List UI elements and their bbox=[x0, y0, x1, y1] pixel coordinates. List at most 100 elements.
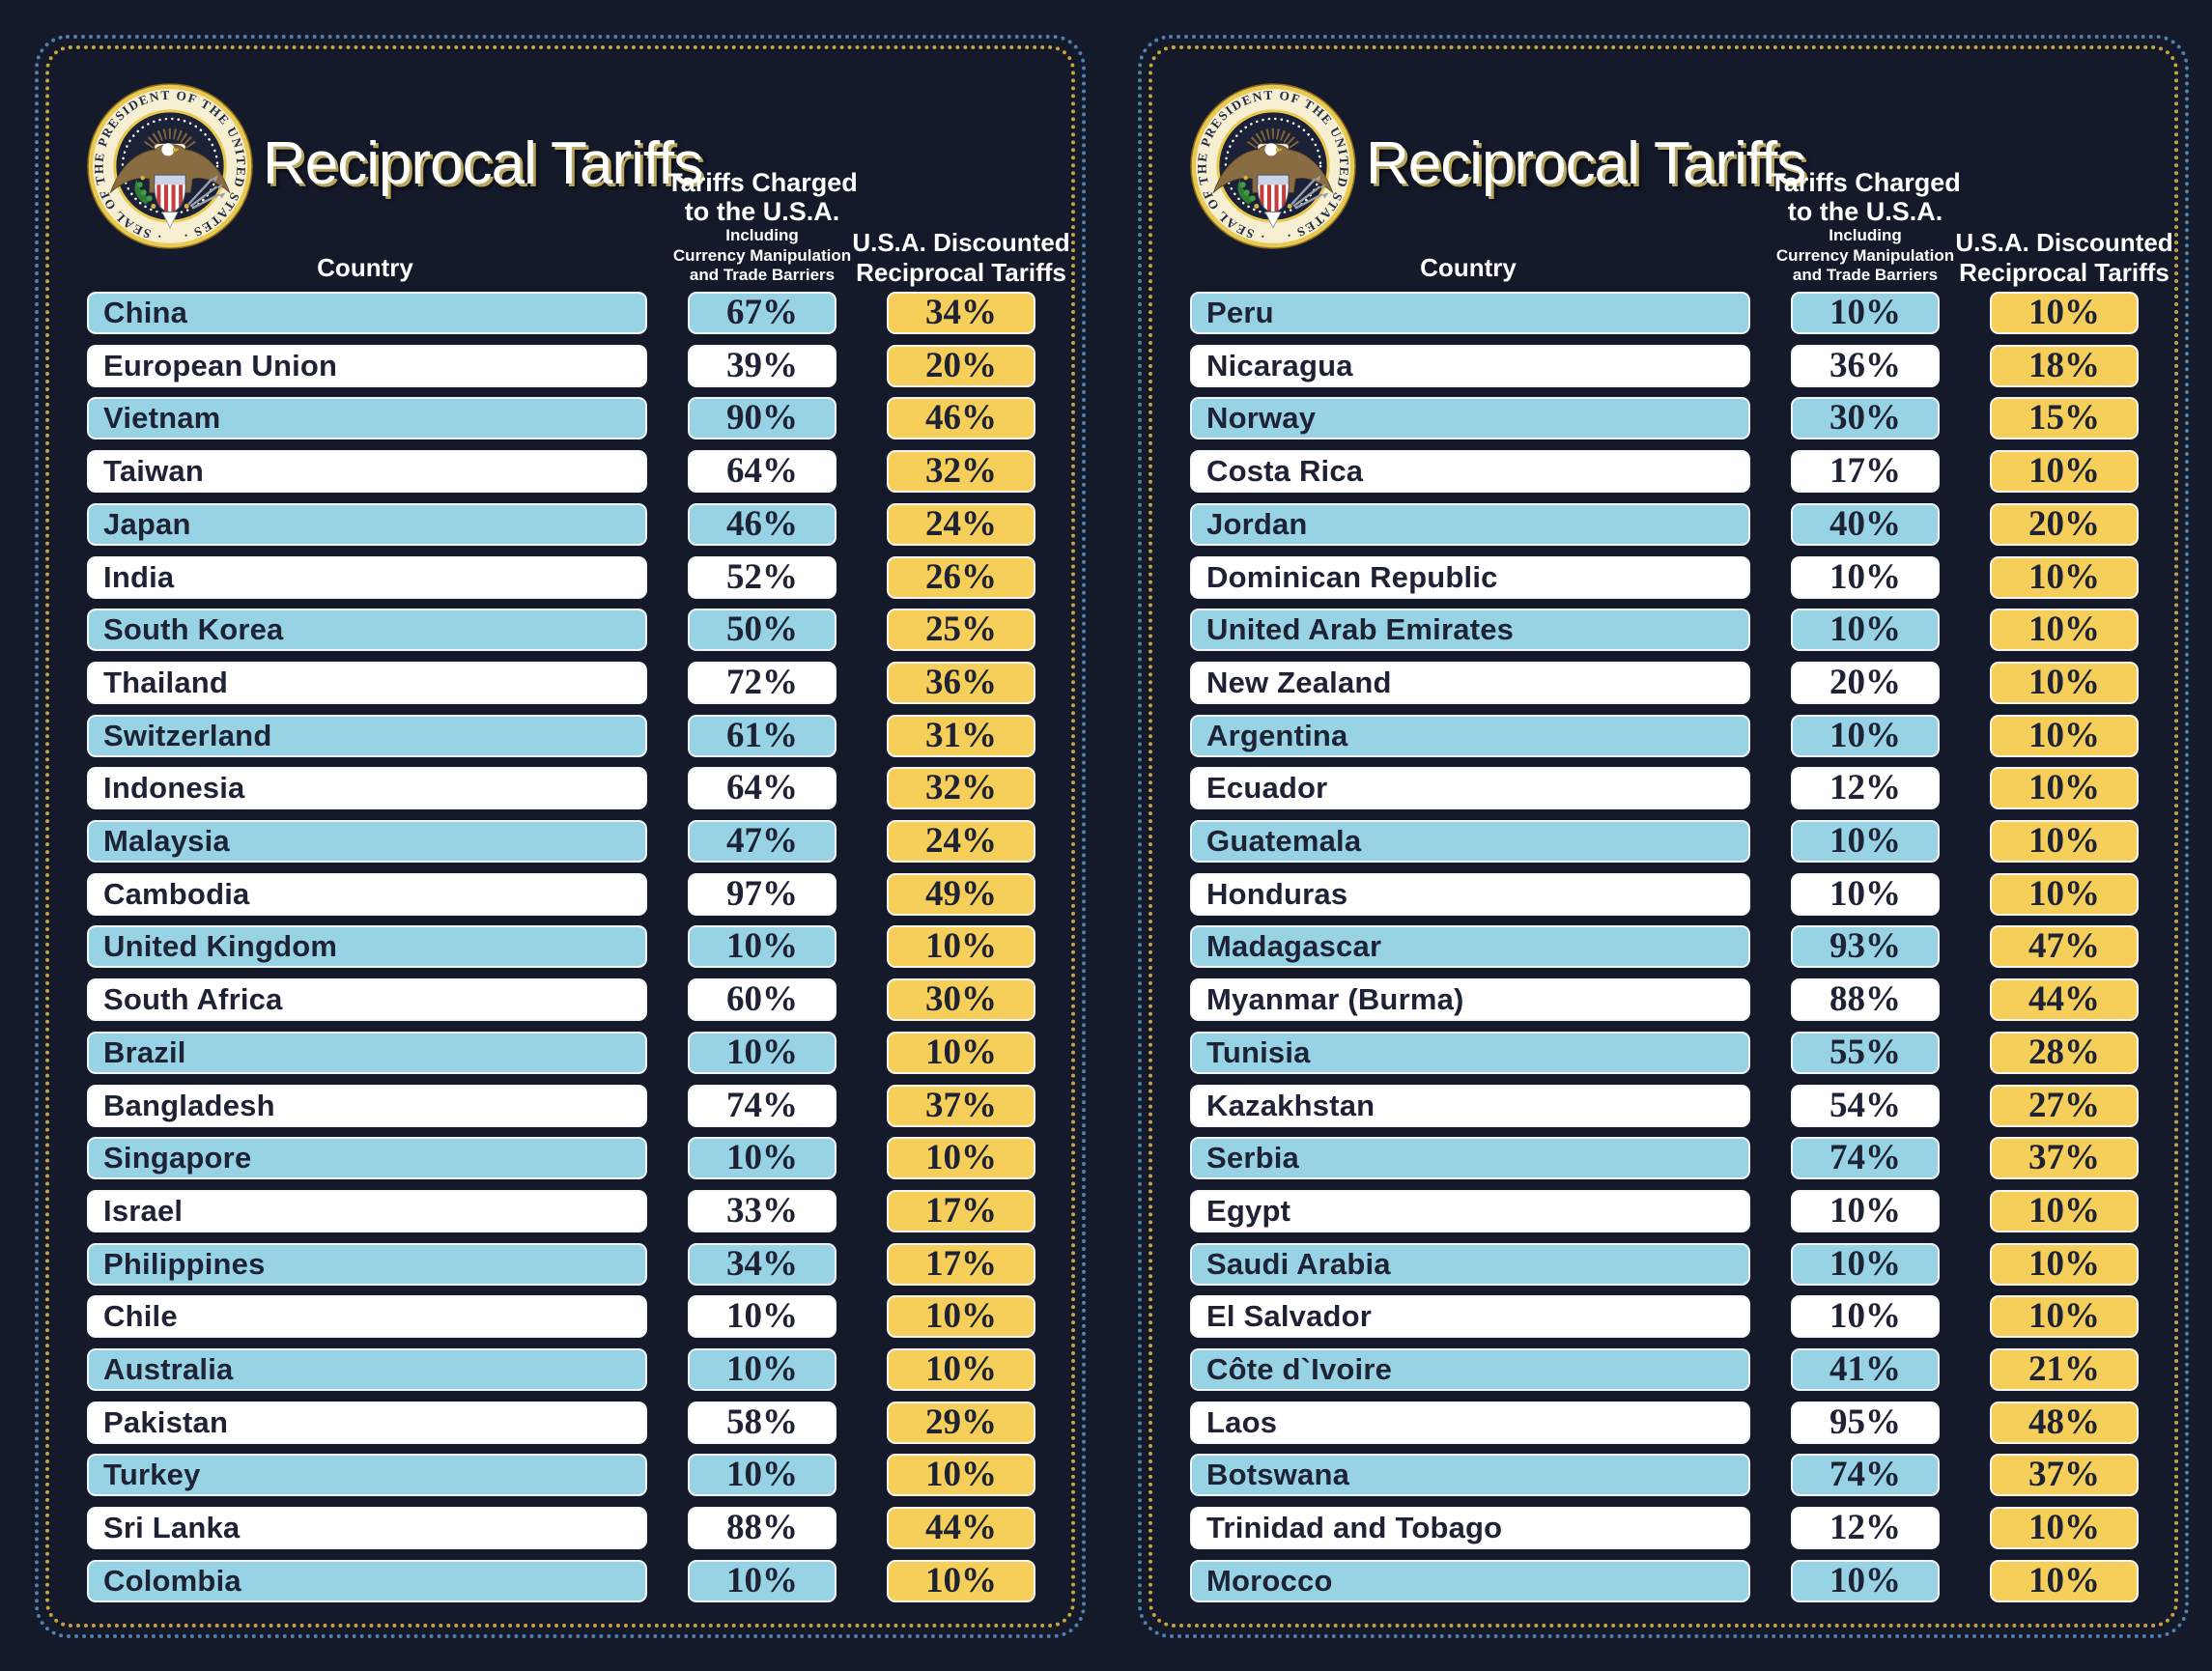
rows: Peru 10% 10% Nicaragua 36% 18% Norway 30… bbox=[1190, 292, 2139, 1602]
tariff-charged-cell: 52% bbox=[688, 555, 837, 599]
tariff-charged-cell: 74% bbox=[1791, 1454, 1940, 1497]
tariff-charged-cell: 10% bbox=[1791, 1189, 1940, 1232]
charged-header-line1: Tariffs Charged bbox=[666, 168, 858, 197]
tariff-charged-cell: 93% bbox=[1791, 925, 1940, 969]
country-cell: New Zealand bbox=[1190, 661, 1750, 704]
table-row: El Salvador 10% 10% bbox=[1190, 1295, 2139, 1339]
country-cell: Myanmar (Burma) bbox=[1190, 978, 1750, 1022]
country-cell: India bbox=[87, 555, 647, 599]
discounted-tariff-cell: 10% bbox=[887, 1031, 1035, 1074]
table-row: Costa Rica 17% 10% bbox=[1190, 450, 2139, 494]
discounted-tariff-cell: 44% bbox=[1990, 978, 2139, 1022]
country-cell: Pakistan bbox=[87, 1401, 647, 1444]
country-cell: El Salvador bbox=[1190, 1295, 1750, 1339]
discounted-tariff-cell: 10% bbox=[1990, 661, 2139, 704]
charged-header-note1: Including bbox=[725, 226, 799, 245]
country-cell: Kazakhstan bbox=[1190, 1084, 1750, 1127]
country-cell: Honduras bbox=[1190, 872, 1750, 916]
country-cell: Norway bbox=[1190, 397, 1750, 440]
gold-dotted-border bbox=[1149, 45, 2178, 1628]
tariff-charged-cell: 88% bbox=[688, 1507, 837, 1550]
country-cell: Indonesia bbox=[87, 767, 647, 810]
discounted-header-line2: Reciprocal Tariffs bbox=[856, 257, 1066, 287]
tariff-charged-cell: 58% bbox=[688, 1401, 837, 1444]
discounted-tariff-cell: 46% bbox=[887, 397, 1035, 440]
country-cell: Jordan bbox=[1190, 502, 1750, 546]
column-header-tariffs-charged: Tariffs Charged to the U.S.A. Including … bbox=[1736, 168, 1995, 285]
discounted-tariff-cell: 37% bbox=[1990, 1137, 2139, 1180]
table-row: Kazakhstan 54% 27% bbox=[1190, 1084, 2139, 1127]
discounted-tariff-cell: 10% bbox=[1990, 555, 2139, 599]
country-cell: Australia bbox=[87, 1348, 647, 1392]
table-row: Brazil 10% 10% bbox=[87, 1031, 1035, 1074]
tariff-charged-cell: 55% bbox=[1791, 1031, 1940, 1074]
country-cell: Vietnam bbox=[87, 397, 647, 440]
discounted-tariff-cell: 28% bbox=[1990, 1031, 2139, 1074]
country-cell: Nicaragua bbox=[1190, 344, 1750, 387]
discounted-tariff-cell: 48% bbox=[1990, 1401, 2139, 1444]
discounted-tariff-cell: 27% bbox=[1990, 1084, 2139, 1127]
tariff-charged-cell: 39% bbox=[688, 344, 837, 387]
tariff-charged-cell: 10% bbox=[1791, 609, 1940, 652]
tariff-charged-cell: 64% bbox=[688, 767, 837, 810]
tariff-charged-cell: 12% bbox=[1791, 1507, 1940, 1550]
country-cell: Malaysia bbox=[87, 820, 647, 864]
table-row: Egypt 10% 10% bbox=[1190, 1189, 2139, 1232]
table-row: Dominican Republic 10% 10% bbox=[1190, 555, 2139, 599]
tariff-charged-cell: 10% bbox=[1791, 820, 1940, 864]
country-cell: Japan bbox=[87, 502, 647, 546]
tariff-charged-cell: 64% bbox=[688, 450, 837, 494]
discounted-tariff-cell: 10% bbox=[1990, 820, 2139, 864]
discounted-tariff-cell: 44% bbox=[887, 1507, 1035, 1550]
discounted-tariff-cell: 10% bbox=[1990, 292, 2139, 334]
table-row: Honduras 10% 10% bbox=[1190, 872, 2139, 916]
presidential-seal-icon: · SEAL OF THE PRESIDENT OF THE UNITED ST… bbox=[1190, 83, 1356, 249]
country-cell: China bbox=[87, 292, 647, 334]
country-cell: Bangladesh bbox=[87, 1084, 647, 1127]
country-cell: South Africa bbox=[87, 978, 647, 1022]
table-row: Guatemala 10% 10% bbox=[1190, 820, 2139, 864]
discounted-tariff-cell: 10% bbox=[887, 1295, 1035, 1339]
table-row: Philippines 34% 17% bbox=[87, 1242, 1035, 1286]
discounted-tariff-cell: 32% bbox=[887, 767, 1035, 810]
tariff-charged-cell: 36% bbox=[1791, 344, 1940, 387]
country-cell: Switzerland bbox=[87, 714, 647, 757]
discounted-tariff-cell: 10% bbox=[1990, 1295, 2139, 1339]
table-row: Chile 10% 10% bbox=[87, 1295, 1035, 1339]
table-row: Taiwan 64% 32% bbox=[87, 450, 1035, 494]
table-row: Indonesia 64% 32% bbox=[87, 767, 1035, 810]
tariff-panel-left: · SEAL OF THE PRESIDENT OF THE UNITED ST… bbox=[35, 35, 1086, 1638]
country-cell: United Arab Emirates bbox=[1190, 609, 1750, 652]
country-cell: Egypt bbox=[1190, 1189, 1750, 1232]
table-row: Australia 10% 10% bbox=[87, 1348, 1035, 1392]
table-row: Laos 95% 48% bbox=[1190, 1401, 2139, 1444]
discounted-tariff-cell: 36% bbox=[887, 661, 1035, 704]
charged-header-note2: Currency Manipulation bbox=[672, 245, 852, 265]
country-cell: Laos bbox=[1190, 1401, 1750, 1444]
table-row: India 52% 26% bbox=[87, 555, 1035, 599]
tariff-charged-cell: 67% bbox=[688, 292, 837, 334]
discounted-tariff-cell: 47% bbox=[1990, 925, 2139, 969]
column-header-discounted: U.S.A. Discounted Reciprocal Tariffs bbox=[833, 228, 1090, 287]
tariff-charged-cell: 74% bbox=[1791, 1137, 1940, 1180]
country-cell: Taiwan bbox=[87, 450, 647, 494]
tariff-charged-cell: 50% bbox=[688, 609, 837, 652]
discounted-tariff-cell: 20% bbox=[1990, 502, 2139, 546]
country-cell: Botswana bbox=[1190, 1454, 1750, 1497]
discounted-tariff-cell: 15% bbox=[1990, 397, 2139, 440]
table-row: Singapore 10% 10% bbox=[87, 1137, 1035, 1180]
tariff-charged-cell: 90% bbox=[688, 397, 837, 440]
tariff-charged-cell: 10% bbox=[1791, 555, 1940, 599]
tariff-charged-cell: 54% bbox=[1791, 1084, 1940, 1127]
charged-header-line1: Tariffs Charged bbox=[1770, 168, 1961, 197]
table-row: Tunisia 55% 28% bbox=[1190, 1031, 2139, 1074]
table-row: Israel 33% 17% bbox=[87, 1189, 1035, 1232]
tariff-charged-cell: 60% bbox=[688, 978, 837, 1022]
tariff-charged-cell: 72% bbox=[688, 661, 837, 704]
tariff-charged-cell: 10% bbox=[688, 925, 837, 969]
discounted-tariff-cell: 10% bbox=[1990, 767, 2139, 810]
discounted-tariff-cell: 37% bbox=[887, 1084, 1035, 1127]
country-cell: Peru bbox=[1190, 292, 1750, 334]
column-header-discounted: U.S.A. Discounted Reciprocal Tariffs bbox=[1936, 228, 2193, 287]
